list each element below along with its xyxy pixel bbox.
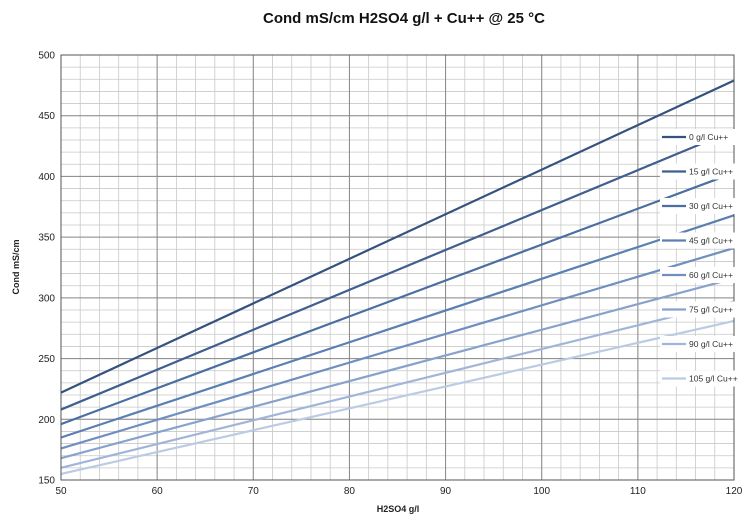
- legend-entry-background: [660, 301, 736, 318]
- x-tick-label: 100: [533, 486, 550, 497]
- x-tick-label: 60: [152, 486, 164, 497]
- legend-entry: 0 g/l Cu++: [660, 129, 736, 145]
- legend-entry: 15 g/l Cu++: [660, 163, 736, 180]
- legend-entry: 30 g/l Cu++: [660, 198, 736, 214]
- legend: 0 g/l Cu++ 15 g/l Cu++ 30 g/l Cu++ 45 g/l C…: [660, 129, 738, 387]
- x-tick-label: 50: [55, 486, 67, 497]
- y-tick-labels: 150 200 250 300 350 400 450 500: [38, 51, 55, 487]
- series-line-3: [60, 214, 735, 439]
- legend-label: 15 g/l Cu++: [689, 167, 733, 177]
- x-tick-labels: 50 60 70 80 90 100 110 120: [55, 486, 742, 497]
- y-tick-label: 150: [38, 476, 55, 487]
- x-tick-label: 120: [726, 486, 743, 497]
- series-line-6: [60, 300, 735, 469]
- legend-entry: 105 g/l Cu++: [660, 370, 738, 387]
- x-tick-label: 90: [440, 486, 452, 497]
- series-line-7: [60, 319, 735, 476]
- x-axis-label: H2SO4 g/l: [377, 504, 420, 514]
- series-line-1: [60, 129, 735, 411]
- y-tick-label: 300: [38, 293, 55, 304]
- minor-grid: [60, 54, 735, 481]
- chart-title: Cond mS/cm H2SO4 g/l + Cu++ @ 25 °C: [263, 10, 545, 27]
- legend-entry-background: [660, 163, 736, 180]
- legend-entry-background: [660, 129, 736, 145]
- series-line-5: [60, 277, 735, 460]
- y-tick-label: 200: [38, 415, 55, 426]
- y-tick-label: 350: [38, 233, 55, 244]
- legend-label: 45 g/l Cu++: [689, 236, 733, 246]
- x-tick-label: 70: [248, 486, 260, 497]
- series-line-2: [60, 171, 735, 426]
- y-axis-label: Cond mS/cm: [11, 239, 21, 294]
- x-tick-label: 80: [344, 486, 356, 497]
- y-tick-label: 450: [38, 111, 55, 122]
- y-tick-label: 500: [38, 51, 55, 62]
- legend-label: 60 g/l Cu++: [689, 270, 733, 280]
- series-line-4: [60, 247, 735, 450]
- series-lines: [60, 79, 735, 476]
- y-tick-label: 400: [38, 172, 55, 183]
- legend-label: 105 g/l Cu++: [689, 374, 738, 384]
- legend-entry-background: [660, 267, 736, 283]
- legend-label: 30 g/l Cu++: [689, 201, 733, 211]
- major-grid: [60, 54, 735, 481]
- legend-entry-background: [660, 232, 736, 249]
- legend-label: 90 g/l Cu++: [689, 339, 733, 349]
- legend-label: 0 g/l Cu++: [689, 132, 728, 142]
- legend-label: 75 g/l Cu++: [689, 305, 733, 315]
- legend-entry: 90 g/l Cu++: [660, 336, 736, 352]
- series-line-0: [60, 79, 735, 394]
- y-tick-label: 250: [38, 354, 55, 365]
- legend-entry-background: [660, 370, 736, 387]
- plot-frame: [60, 54, 735, 481]
- legend-entry-background: [660, 336, 736, 352]
- legend-entry: 75 g/l Cu++: [660, 301, 736, 318]
- legend-entry: 45 g/l Cu++: [660, 232, 736, 249]
- legend-entry: 60 g/l Cu++: [660, 267, 736, 283]
- legend-entry-background: [660, 198, 736, 214]
- x-tick-label: 110: [630, 486, 646, 497]
